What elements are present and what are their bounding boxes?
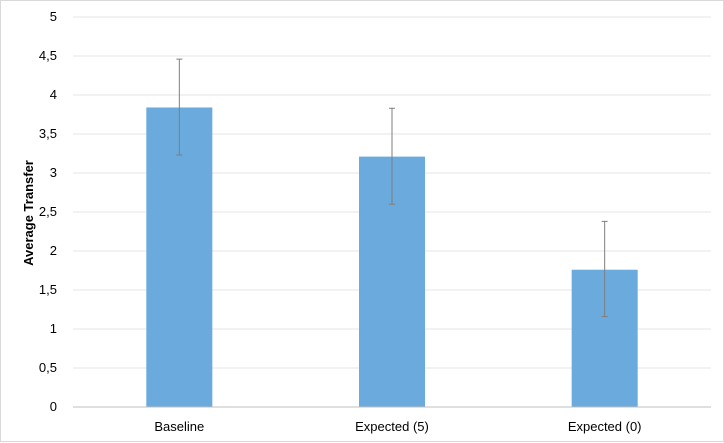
y-axis-title: Average Transfer bbox=[21, 160, 36, 266]
y-tick-label: 4,5 bbox=[39, 48, 57, 63]
error-bar-2 bbox=[601, 220, 608, 318]
y-tick-label: 5 bbox=[50, 9, 57, 24]
y-tick-label: 0 bbox=[50, 399, 57, 414]
y-tick-label: 3 bbox=[50, 165, 57, 180]
y-tick-label: 4 bbox=[50, 87, 57, 102]
x-tick-label: Baseline bbox=[154, 419, 204, 434]
error-bar-0 bbox=[176, 58, 183, 156]
x-tick-label: Expected (5) bbox=[355, 419, 429, 434]
y-axis-ticks: 0 0,5 1 1,5 2 2,5 3 3,5 4 4,5 5 bbox=[39, 9, 57, 414]
x-axis-ticks: Baseline Expected (5) Expected (0) bbox=[154, 419, 641, 434]
y-tick-label: 2,5 bbox=[39, 204, 57, 219]
y-tick-label: 0,5 bbox=[39, 360, 57, 375]
error-bars bbox=[176, 58, 608, 318]
y-tick-label: 1,5 bbox=[39, 282, 57, 297]
y-tick-label: 1 bbox=[50, 321, 57, 336]
y-tick-label: 3,5 bbox=[39, 126, 57, 141]
x-tick-label: Expected (0) bbox=[568, 419, 642, 434]
bars bbox=[146, 107, 638, 407]
y-tick-label: 2 bbox=[50, 243, 57, 258]
bar-0 bbox=[146, 107, 213, 407]
error-bar-1 bbox=[389, 107, 395, 205]
